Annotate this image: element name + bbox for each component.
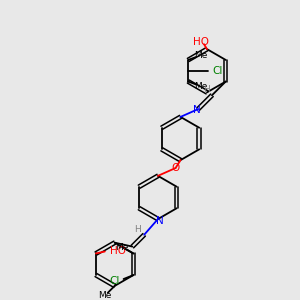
Text: Cl: Cl: [213, 66, 223, 76]
Text: HO: HO: [193, 37, 209, 47]
Text: Cl: Cl: [109, 276, 120, 286]
Text: Me: Me: [115, 243, 128, 252]
Text: O: O: [172, 163, 180, 173]
Text: N: N: [156, 216, 164, 226]
Text: H: H: [203, 85, 209, 94]
Text: N: N: [193, 105, 201, 115]
Text: HO: HO: [110, 245, 126, 256]
Text: Me: Me: [194, 82, 208, 91]
Text: H: H: [134, 225, 141, 234]
Text: Me: Me: [98, 291, 112, 300]
Text: Me: Me: [194, 50, 208, 59]
